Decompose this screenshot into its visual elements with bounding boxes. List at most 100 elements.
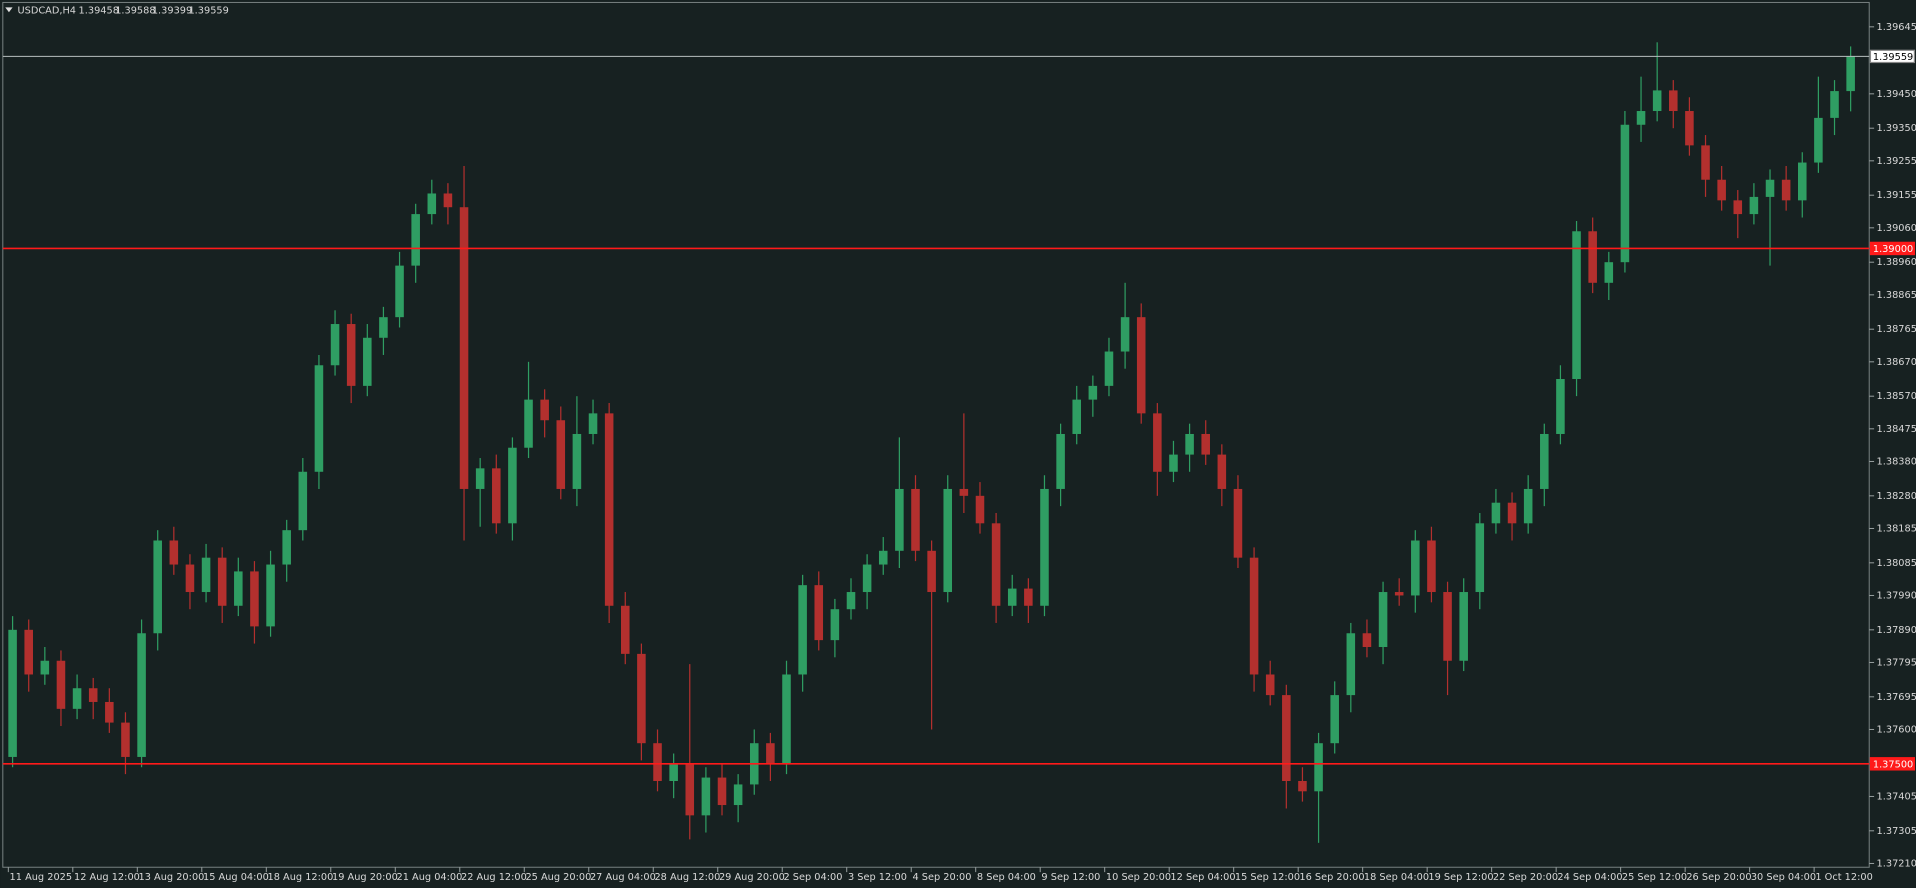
y-tick-label: 1.37795 [1877, 657, 1916, 668]
candle-body [459, 207, 469, 489]
candle-body [572, 433, 582, 489]
candle-body [991, 523, 1001, 606]
y-tick-label: 1.39060 [1877, 223, 1916, 234]
x-tick-label: 4 Sep 20:00 [912, 872, 971, 883]
candle-body [1314, 743, 1323, 792]
candle-body [1588, 231, 1597, 283]
candle-body [1378, 592, 1388, 648]
candle-body [1797, 162, 1807, 201]
y-tick-label: 1.37890 [1877, 625, 1916, 636]
candle-body [1411, 540, 1420, 596]
candle-body [814, 585, 824, 641]
candle-body [330, 324, 340, 366]
candle-body [1088, 385, 1098, 400]
candle-body [830, 609, 840, 641]
candle-body [169, 540, 179, 565]
candle-body [588, 413, 598, 434]
candle-body [669, 763, 678, 781]
candle-body [1814, 117, 1823, 163]
x-tick-label: 22 Sep 20:00 [1493, 872, 1558, 883]
candle-body [314, 365, 324, 472]
candle-body [1749, 196, 1759, 215]
y-tick-label: 1.38670 [1877, 357, 1916, 368]
candle-body [443, 193, 453, 208]
candle-body [379, 317, 388, 338]
y-tick-label: 1.39645 [1877, 22, 1916, 33]
candle-body [1830, 91, 1839, 118]
candle-body [717, 777, 727, 806]
candle-body [959, 488, 969, 496]
candle-body [234, 571, 243, 606]
x-tick-label: 25 Aug 20:00 [525, 872, 591, 883]
candle-body [24, 629, 33, 675]
y-tick-label: 1.38475 [1877, 424, 1916, 435]
x-tick-label: 28 Aug 12:00 [654, 872, 720, 883]
candle-body [1265, 674, 1275, 696]
candle-body [1846, 56, 1855, 92]
price-label: 1.39559 [1873, 52, 1913, 63]
x-tick-label: 24 Sep 04:00 [1557, 872, 1622, 883]
y-tick-label: 1.38185 [1877, 523, 1916, 534]
candle-body [540, 399, 549, 421]
candle-body [1298, 780, 1307, 792]
x-tick-label: 2 Sep 04:00 [783, 872, 842, 883]
x-tick-label: 15 Aug 04:00 [203, 872, 269, 883]
candle-body [395, 265, 404, 318]
candle-body [878, 550, 888, 565]
x-tick-label: 9 Sep 12:00 [1041, 872, 1100, 883]
candle-body [1427, 540, 1436, 593]
ohlc-low: 1.39399 [152, 5, 192, 16]
candle-body [411, 214, 420, 266]
candle-body [1604, 262, 1614, 283]
y-tick-label: 1.39155 [1877, 190, 1916, 201]
candle-body [620, 605, 630, 654]
candle-body [1475, 523, 1485, 593]
price-label-box [1869, 49, 1916, 64]
price-label: 1.39000 [1873, 244, 1913, 255]
candle-body [1572, 231, 1581, 380]
candle-body [1040, 488, 1049, 606]
x-tick-label: 29 Aug 20:00 [719, 872, 785, 883]
candle-body [1056, 433, 1065, 489]
candle-body [766, 743, 775, 764]
x-tick-label: 13 Aug 20:00 [139, 872, 205, 883]
x-tick-label: 11 Aug 2025 [10, 872, 73, 883]
y-tick-label: 1.38380 [1877, 456, 1916, 467]
candle-body [846, 592, 856, 610]
candle-body [266, 564, 275, 627]
y-tick-label: 1.39255 [1877, 156, 1916, 167]
candle-body [137, 633, 146, 757]
x-tick-label: 18 Aug 12:00 [268, 872, 334, 883]
candle-body [1701, 145, 1710, 180]
candle-body [56, 660, 66, 709]
x-tick-label: 10 Sep 20:00 [1106, 872, 1171, 883]
menu-arrow[interactable] [5, 7, 13, 13]
candle-body [1346, 633, 1356, 696]
candle-body [105, 701, 114, 723]
candle-body [40, 660, 50, 675]
candle-body [895, 488, 904, 551]
y-tick-label: 1.37600 [1877, 724, 1916, 735]
candle-body [1120, 317, 1130, 352]
candle-body [475, 468, 485, 489]
price-label: 1.37500 [1873, 759, 1913, 770]
candle-body [427, 193, 437, 215]
candle-body [685, 763, 695, 816]
candle-body [1104, 351, 1114, 386]
candle-body [1556, 379, 1565, 434]
candle-body [1765, 179, 1775, 197]
x-tick-label: 15 Sep 12:00 [1235, 872, 1300, 883]
candle-body [250, 571, 259, 627]
candle-body [8, 629, 17, 757]
candle-body [492, 468, 501, 524]
candle-body [556, 420, 566, 489]
candle-body [121, 722, 130, 757]
candle-body [733, 784, 743, 806]
candle-body [1282, 695, 1291, 781]
candle-body [1540, 433, 1549, 489]
y-tick-label: 1.38765 [1877, 324, 1916, 335]
plot [8, 42, 1855, 843]
x-tick-label: 25 Sep 12:00 [1622, 872, 1687, 883]
price-label-box [1869, 241, 1916, 256]
